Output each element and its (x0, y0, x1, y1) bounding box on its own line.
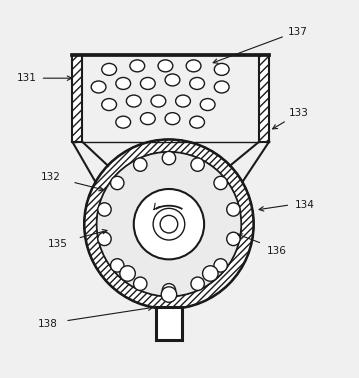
Circle shape (161, 287, 177, 302)
Circle shape (134, 158, 147, 171)
Ellipse shape (140, 77, 155, 90)
Ellipse shape (214, 64, 229, 75)
Ellipse shape (91, 81, 106, 93)
Ellipse shape (176, 95, 190, 107)
Ellipse shape (186, 60, 201, 72)
Text: 138: 138 (38, 319, 57, 330)
Text: 137: 137 (288, 28, 307, 37)
Circle shape (191, 158, 204, 171)
Ellipse shape (200, 99, 215, 110)
Ellipse shape (140, 113, 155, 125)
Bar (72, 55, 82, 141)
Ellipse shape (151, 95, 166, 107)
Circle shape (214, 259, 227, 272)
Ellipse shape (102, 99, 117, 110)
Circle shape (134, 277, 147, 290)
Circle shape (162, 152, 176, 165)
Ellipse shape (158, 60, 173, 72)
Ellipse shape (214, 81, 229, 93)
Ellipse shape (165, 74, 180, 86)
Ellipse shape (190, 116, 205, 128)
Ellipse shape (190, 77, 205, 90)
Circle shape (97, 152, 241, 296)
Text: 134: 134 (294, 200, 314, 210)
Circle shape (98, 203, 111, 216)
Text: 131: 131 (17, 73, 36, 83)
Circle shape (84, 140, 253, 308)
Text: 133: 133 (289, 108, 309, 118)
Ellipse shape (165, 113, 180, 125)
Ellipse shape (102, 64, 117, 75)
Circle shape (160, 215, 178, 233)
Ellipse shape (116, 77, 131, 90)
Ellipse shape (116, 116, 131, 128)
Ellipse shape (126, 95, 141, 107)
Text: 136: 136 (266, 246, 286, 256)
Circle shape (214, 176, 227, 190)
Circle shape (111, 259, 124, 272)
Circle shape (227, 232, 240, 246)
Circle shape (98, 232, 111, 246)
Text: 132: 132 (41, 172, 61, 182)
Wedge shape (84, 140, 253, 308)
Circle shape (162, 284, 176, 297)
Bar (156, 307, 182, 340)
Circle shape (111, 176, 124, 190)
Ellipse shape (130, 60, 145, 72)
Circle shape (227, 203, 240, 216)
Circle shape (134, 189, 204, 259)
Circle shape (191, 277, 204, 290)
Circle shape (120, 266, 135, 281)
Text: 135: 135 (48, 239, 68, 248)
Bar (259, 55, 269, 141)
Circle shape (202, 266, 218, 281)
Circle shape (153, 208, 185, 240)
